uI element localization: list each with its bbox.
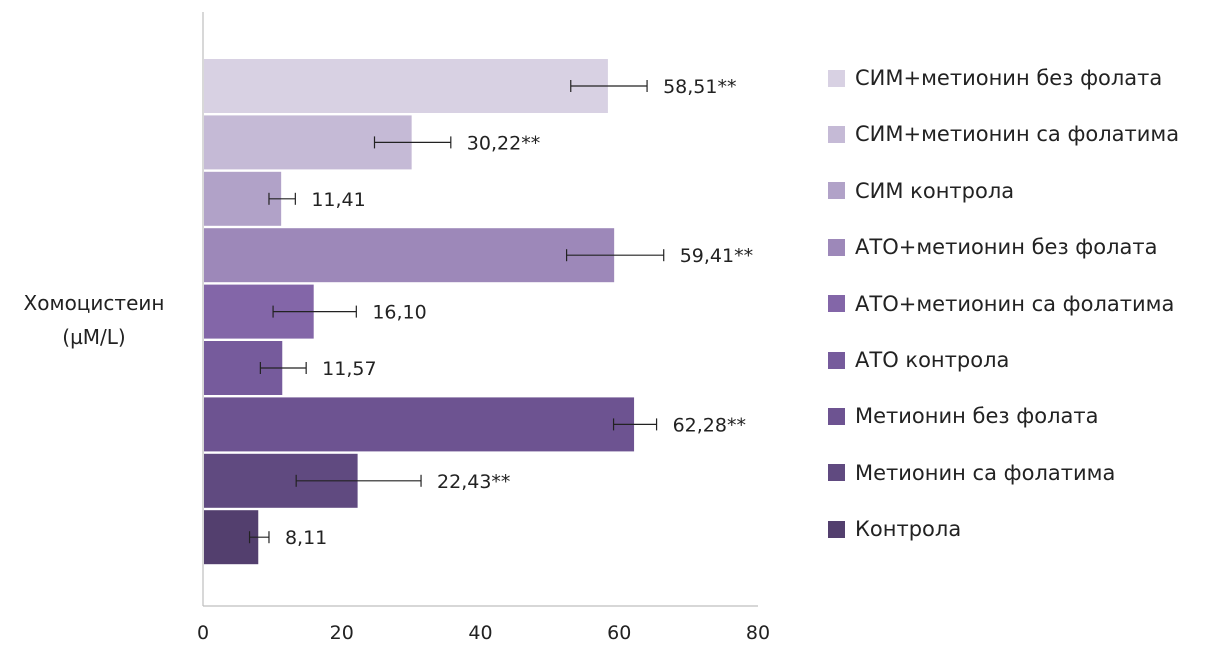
legend-item: Метионин без фолата bbox=[828, 396, 1098, 436]
data-label: 58,51** bbox=[663, 76, 736, 98]
data-label: 62,28** bbox=[673, 414, 746, 436]
error-bar bbox=[565, 249, 665, 262]
legend-swatch bbox=[828, 182, 845, 200]
y-axis-label-line-2: (µM/L) bbox=[62, 325, 126, 349]
x-tick-label: 0 bbox=[197, 622, 209, 644]
data-label: 59,41** bbox=[680, 245, 753, 267]
data-label: 11,41 bbox=[311, 189, 365, 211]
y-axis-label: Хомоцистеин (µM/L) bbox=[14, 286, 174, 354]
error-bar bbox=[272, 305, 357, 318]
legend-label: Метионин са фолатима bbox=[855, 460, 1116, 485]
legend-label: СИМ+метионин без фолата bbox=[855, 66, 1163, 90]
error-bar bbox=[268, 192, 296, 205]
error-bar bbox=[248, 531, 270, 544]
data-label: 8,11 bbox=[285, 527, 327, 549]
legend-label: Метионин без фолата bbox=[855, 404, 1099, 429]
legend-swatch bbox=[828, 125, 845, 143]
error-bar bbox=[570, 80, 648, 92]
legend-item: Контрола bbox=[828, 509, 961, 549]
legend-swatch bbox=[828, 238, 845, 256]
data-label: 22,43** bbox=[437, 471, 510, 493]
x-tick-label: 60 bbox=[607, 622, 631, 644]
legend-item: АТО контрола bbox=[828, 340, 1009, 380]
error-bar bbox=[612, 418, 658, 431]
y-axis-label-line-1: Хомоцистеин bbox=[23, 291, 165, 315]
legend-label: СИМ+метионин са фолатима bbox=[855, 122, 1180, 147]
legend-item: СИМ контрола bbox=[828, 171, 1014, 211]
bar bbox=[202, 395, 637, 454]
error-bar bbox=[295, 474, 422, 487]
legend-swatch bbox=[828, 69, 845, 87]
legend-item: Метионин са фолатима bbox=[828, 453, 1115, 493]
legend-label: АТО контрола bbox=[855, 348, 1010, 372]
legend-label: СИМ контрола bbox=[855, 178, 1015, 203]
x-tick-label: 80 bbox=[746, 622, 770, 644]
axes-group: 0 20 40 60 80 bbox=[197, 12, 770, 644]
legend-item: АТО+метионин са фолатима bbox=[828, 284, 1174, 324]
bar bbox=[202, 226, 617, 285]
bar bbox=[202, 57, 610, 115]
error-bar bbox=[259, 362, 307, 374]
legend-swatch bbox=[828, 407, 845, 425]
legend-swatch bbox=[828, 464, 845, 482]
bars-group: 58,51** 30,22** 11,41 59,41** 16,10 11,57 62,2… bbox=[202, 57, 753, 567]
legend-item: СИМ+метионин без фолата bbox=[828, 58, 1162, 98]
legend-label: Контрола bbox=[855, 517, 962, 542]
data-label: 16,10 bbox=[372, 302, 426, 324]
data-label: 11,57 bbox=[322, 358, 376, 380]
data-label: 30,22** bbox=[467, 132, 540, 154]
legend-swatch bbox=[828, 520, 845, 538]
x-tick-label: 20 bbox=[330, 622, 354, 644]
legend-swatch bbox=[828, 351, 845, 369]
legend-item: АТО+метионин без фолата bbox=[828, 227, 1158, 267]
legend-label: АТО+метионин са фолатима bbox=[855, 291, 1175, 316]
legend-item: СИМ+метионин са фолатима bbox=[828, 114, 1179, 154]
legend-label: АТО+метионин без фолата bbox=[855, 235, 1158, 260]
legend-swatch bbox=[828, 295, 845, 313]
x-tick-label: 40 bbox=[468, 622, 492, 644]
error-bar bbox=[373, 136, 452, 149]
